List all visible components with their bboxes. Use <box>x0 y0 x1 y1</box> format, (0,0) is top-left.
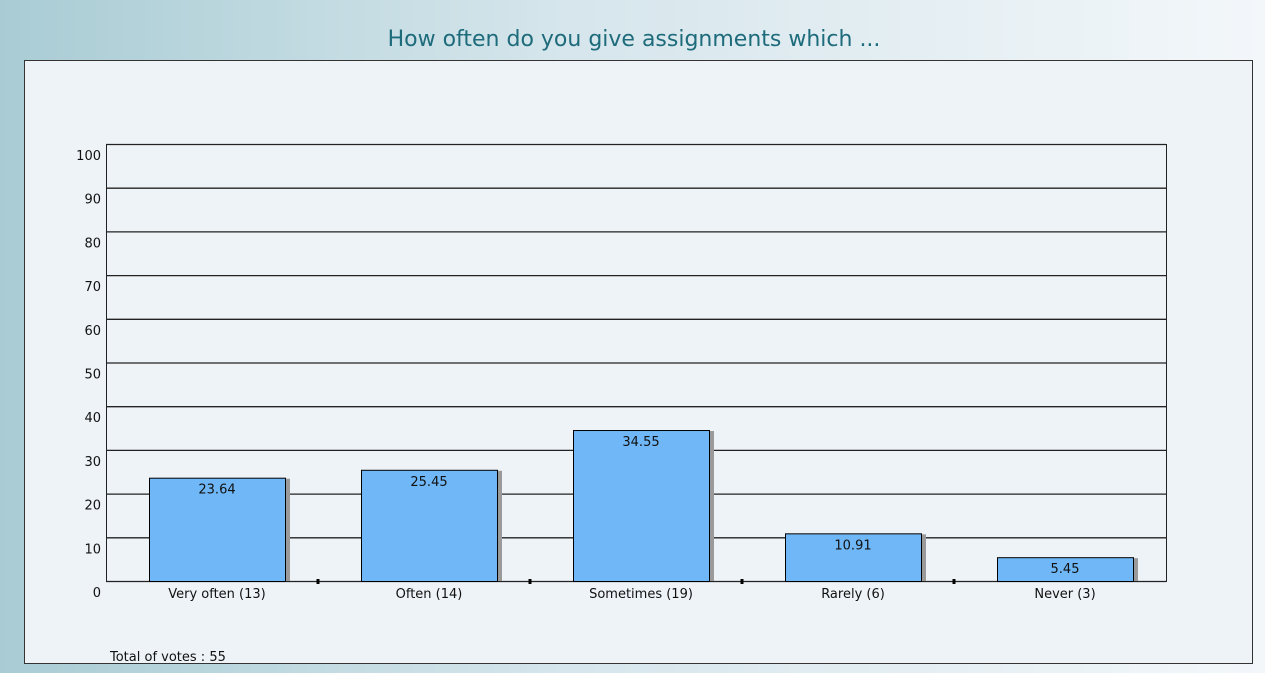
bar <box>785 533 922 583</box>
footer: Total of votes : 55 <box>109 650 226 665</box>
bar-shadow <box>921 534 926 581</box>
bar-shadow <box>1133 558 1138 581</box>
bar <box>149 477 286 583</box>
value-label: 34.55 <box>622 435 659 450</box>
value-label: 23.64 <box>198 483 235 498</box>
chart-title: How often do you give assignments which … <box>388 27 881 52</box>
y-tick-label: 80 <box>84 236 101 251</box>
bar <box>997 557 1134 582</box>
y-tick-label: 30 <box>84 455 101 470</box>
x-tick-label: Often (14) <box>396 587 463 602</box>
value-label: 5.45 <box>1051 562 1080 577</box>
y-tick-label: 100 <box>76 149 101 164</box>
y-tick-label: 70 <box>84 280 101 295</box>
x-tick-label: Sometimes (19) <box>589 587 693 602</box>
y-tick-label: 20 <box>84 499 101 514</box>
value-label: 10.91 <box>834 538 871 553</box>
y-tick-label: 60 <box>84 324 101 339</box>
bar-shadow <box>497 470 502 581</box>
y-tick-label: 40 <box>84 411 101 426</box>
bar-shadow <box>285 478 290 581</box>
bar <box>573 430 710 583</box>
x-tick-label: Rarely (6) <box>821 587 885 602</box>
x-tick-label: Never (3) <box>1034 587 1095 602</box>
y-tick-label: 50 <box>84 368 101 383</box>
value-label: 25.45 <box>410 475 447 490</box>
bar <box>361 469 498 583</box>
x-tick-label: Very often (13) <box>168 587 266 602</box>
y-tick-label: 0 <box>93 586 101 601</box>
y-tick-label: 90 <box>84 193 101 208</box>
y-tick-label: 10 <box>84 542 101 557</box>
bar-shadow <box>709 431 714 581</box>
